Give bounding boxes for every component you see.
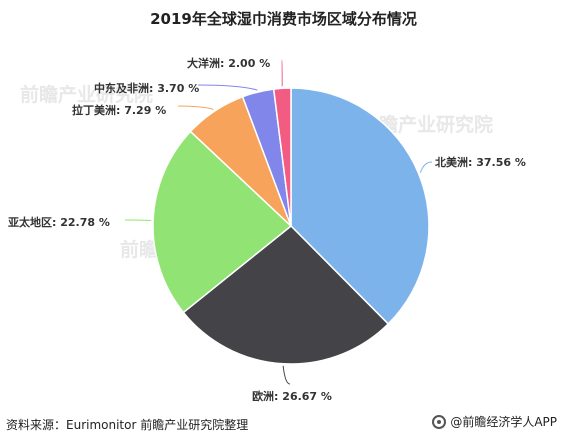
watermark: 前瞻产业研究院 (360, 114, 494, 136)
chart-title: 2019年全球湿巾消费市场区域分布情况 (150, 10, 417, 28)
data-label: 亚太地区: 22.78 % (8, 215, 110, 229)
brand-footer: @前瞻经济学人APP (432, 413, 557, 430)
watermark: 前瞻产业研究院 (20, 84, 154, 106)
brand-logo-icon (432, 414, 447, 429)
pie-slice (182, 224, 390, 365)
leader-line (197, 84, 258, 91)
data-label: 欧洲: 26.67 % (252, 389, 332, 403)
pie-slice (272, 87, 292, 227)
pie-slice (152, 130, 293, 314)
data-label: 北美洲: 37.56 % (435, 155, 526, 169)
source-note: 资料来源：Eurimonitor 前瞻产业研究院整理 (6, 418, 249, 432)
data-label: 拉丁美洲: 7.29 % (72, 103, 166, 117)
leader-line (124, 219, 152, 222)
pie-slice (290, 87, 430, 326)
brand-text: @前瞻经济学人APP (450, 415, 557, 429)
leader-line (282, 365, 291, 385)
data-label: 中东及非洲: 3.70 % (94, 81, 199, 95)
leader-line (419, 161, 433, 173)
leader-line (177, 105, 214, 110)
data-label: 大洋洲: 2.00 % (187, 56, 270, 70)
